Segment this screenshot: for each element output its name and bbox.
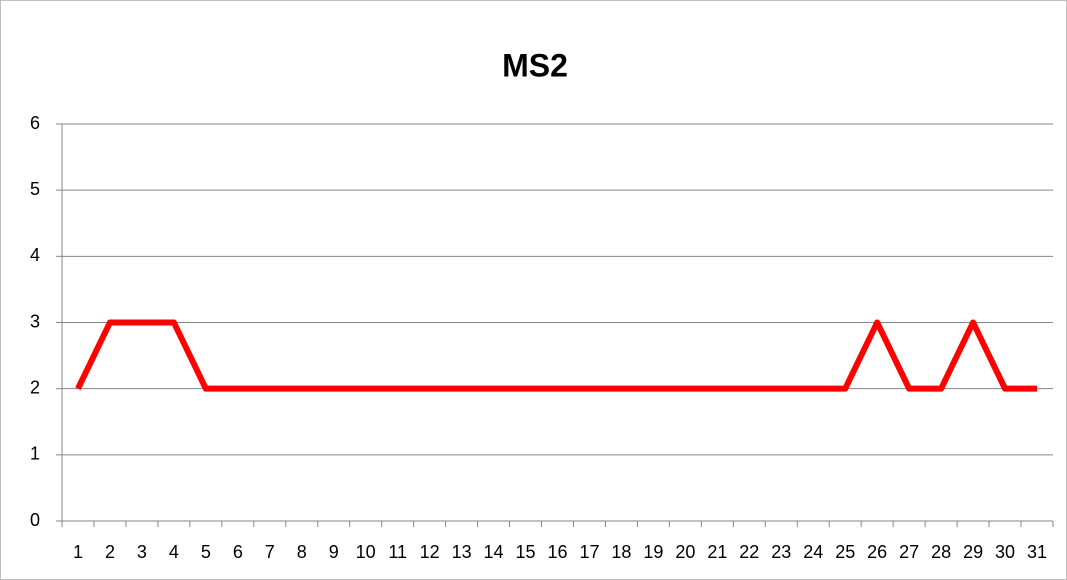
chart-title: MS2 [502,47,568,83]
y-tick-label: 0 [30,510,40,530]
x-tick-label: 21 [707,542,727,562]
x-tick-label: 8 [297,542,307,562]
x-tick-label: 29 [963,542,983,562]
x-tick-label: 14 [484,542,504,562]
x-tick-label: 24 [803,542,823,562]
y-tick-label: 5 [30,179,40,199]
x-tick-label: 23 [771,542,791,562]
x-tick-label: 27 [899,542,919,562]
x-tick-label: 4 [169,542,179,562]
x-tick-label: 22 [739,542,759,562]
x-tick-label: 28 [931,542,951,562]
x-tick-label: 9 [329,542,339,562]
x-tick-label: 26 [867,542,887,562]
x-tick-label: 11 [388,542,407,562]
data-line [75,319,1038,392]
y-tick-label: 2 [30,377,40,397]
x-tick-label: 15 [516,542,536,562]
y-tick-label: 3 [30,311,40,331]
x-tick-label: 5 [201,542,211,562]
x-tick-label: 13 [452,542,472,562]
y-tick-label: 1 [30,444,40,464]
x-tick-label: 17 [579,542,599,562]
x-tick-label: 10 [356,542,376,562]
x-tick-label: 6 [233,542,243,562]
x-tick-label: 16 [547,542,567,562]
y-tick-label: 4 [30,245,40,265]
x-tick-label: 31 [1027,542,1047,562]
x-tick-label: 20 [675,542,695,562]
x-tick-label: 18 [611,542,631,562]
x-tick-label: 25 [835,542,855,562]
x-tick-label: 2 [105,542,115,562]
x-tick-label: 12 [420,542,440,562]
x-tick-label: 19 [643,542,663,562]
x-tick-label: 7 [265,542,275,562]
y-tick-label: 6 [30,113,40,133]
x-tick-label: 30 [995,542,1015,562]
x-tick-label: 1 [73,542,83,562]
x-tick-label: 3 [137,542,147,562]
